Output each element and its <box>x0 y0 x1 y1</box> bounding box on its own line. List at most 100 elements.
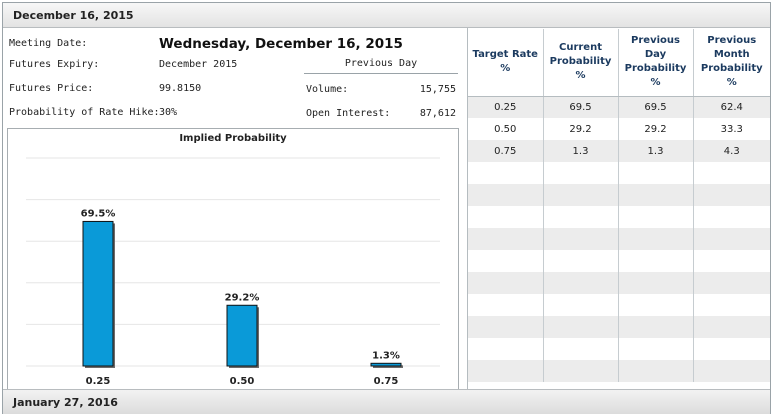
meeting-date-label: Meeting Date: <box>9 38 88 49</box>
column-header: Previous Month Probability % <box>692 29 770 97</box>
table-cell <box>468 316 543 338</box>
bar <box>82 220 114 367</box>
table-cell <box>692 250 770 272</box>
table-cell <box>617 294 693 316</box>
bar-value-label: 69.5% <box>81 208 116 219</box>
table-cell: 69.5 <box>617 96 693 118</box>
table-cell <box>617 250 693 272</box>
column-header: Previous Day Probability % <box>617 29 693 97</box>
table-row <box>468 294 770 316</box>
previous-day-heading: Previous Day <box>304 52 458 74</box>
table-row: 0.50 29.2 29.2 33.3 <box>468 118 770 140</box>
open-interest-label: Open Interest: <box>306 108 391 119</box>
table-row <box>468 338 770 360</box>
table-row <box>468 162 770 184</box>
table-cell <box>542 228 618 250</box>
chart-title: Implied Probability <box>179 133 287 144</box>
table-cell <box>692 206 770 228</box>
column-header: Target Rate % <box>468 29 543 97</box>
table-cell <box>692 294 770 316</box>
table-cell <box>617 206 693 228</box>
futures-price-label: Futures Price: <box>9 83 94 94</box>
table-cell <box>468 338 543 360</box>
table-cell <box>468 250 543 272</box>
bar <box>370 362 402 367</box>
header-date: December 16, 2015 <box>13 9 134 22</box>
category-tick-label: 0.50 <box>230 376 255 387</box>
table-row <box>468 316 770 338</box>
table-row <box>468 228 770 250</box>
table-cell: 1.3 <box>617 140 693 162</box>
table-row <box>468 360 770 382</box>
bar-value-label: 1.3% <box>372 350 400 361</box>
table-cell <box>542 316 618 338</box>
table-cell <box>542 184 618 206</box>
open-interest-value: 87,612 <box>419 108 456 119</box>
table-cell <box>468 184 543 206</box>
table-cell: 29.2 <box>617 118 693 140</box>
table-cell <box>542 272 618 294</box>
table-cell <box>617 272 693 294</box>
bar-value-label: 29.2% <box>225 292 260 303</box>
table-cell <box>692 184 770 206</box>
volume-label: Volume: <box>306 84 349 95</box>
table-cell <box>542 360 618 382</box>
table-row <box>468 206 770 228</box>
table-row <box>468 184 770 206</box>
futures-price-value: 99.8150 <box>159 83 202 94</box>
table-cell: 0.50 <box>468 118 543 140</box>
table-cell <box>468 272 543 294</box>
table-cell <box>468 162 543 184</box>
footer-date: January 27, 2016 <box>13 396 118 409</box>
table-cell <box>617 228 693 250</box>
table-cell <box>692 338 770 360</box>
meeting-date-value: Wednesday, December 16, 2015 <box>159 36 403 52</box>
probability-table: Target Rate % Current Probability % Previo… <box>468 29 770 382</box>
table-cell <box>617 184 693 206</box>
table-cell: 0.25 <box>468 96 543 118</box>
table-cell <box>542 250 618 272</box>
bar <box>226 304 258 367</box>
category-tick-label: 0.75 <box>374 376 399 387</box>
table-cell <box>468 294 543 316</box>
table-cell <box>468 228 543 250</box>
bar-shadow <box>373 365 403 368</box>
panel-divider <box>467 28 468 389</box>
futures-expiry-label: Futures Expiry: <box>9 59 100 70</box>
table-cell: 33.3 <box>692 118 770 140</box>
table-cell: 1.3 <box>542 140 618 162</box>
table-cell <box>542 162 618 184</box>
futures-expiry-value: December 2015 <box>159 59 238 70</box>
table-cell <box>468 206 543 228</box>
table-cell <box>692 228 770 250</box>
table-cell: 69.5 <box>542 96 618 118</box>
table-cell <box>692 162 770 184</box>
table-row <box>468 250 770 272</box>
table-row <box>468 272 770 294</box>
table-cell <box>468 360 543 382</box>
table-header-row: Target Rate % Current Probability % Previo… <box>468 29 770 97</box>
table-cell: 0.75 <box>468 140 543 162</box>
column-header: Current Probability % <box>542 29 618 97</box>
table-cell <box>617 360 693 382</box>
rate-hike-value: 30% <box>159 107 178 118</box>
table-cell <box>542 338 618 360</box>
table-cell <box>692 360 770 382</box>
table-cell <box>617 316 693 338</box>
table-row: 0.75 1.3 1.3 4.3 <box>468 140 770 162</box>
table-cell: 29.2 <box>542 118 618 140</box>
category-tick-label: 0.25 <box>86 376 111 387</box>
table-cell <box>542 206 618 228</box>
table-cell <box>617 338 693 360</box>
table-cell: 4.3 <box>692 140 770 162</box>
table-cell <box>692 272 770 294</box>
footer-date-bar[interactable]: January 27, 2016 <box>3 389 770 414</box>
header-date-bar[interactable]: December 16, 2015 <box>3 3 770 28</box>
table-cell <box>692 316 770 338</box>
table-cell <box>617 162 693 184</box>
volume-value: 15,755 <box>419 84 456 95</box>
chart-canvas: 69.5% 0.25 29.2% 0.50 1.3% 0.75 <box>26 157 440 387</box>
table-row: 0.25 69.5 69.5 62.4 <box>468 96 770 118</box>
implied-probability-chart: Implied Probability 69.5% 0.25 29.2% 0.50 1.… <box>7 128 459 389</box>
table-cell <box>542 294 618 316</box>
